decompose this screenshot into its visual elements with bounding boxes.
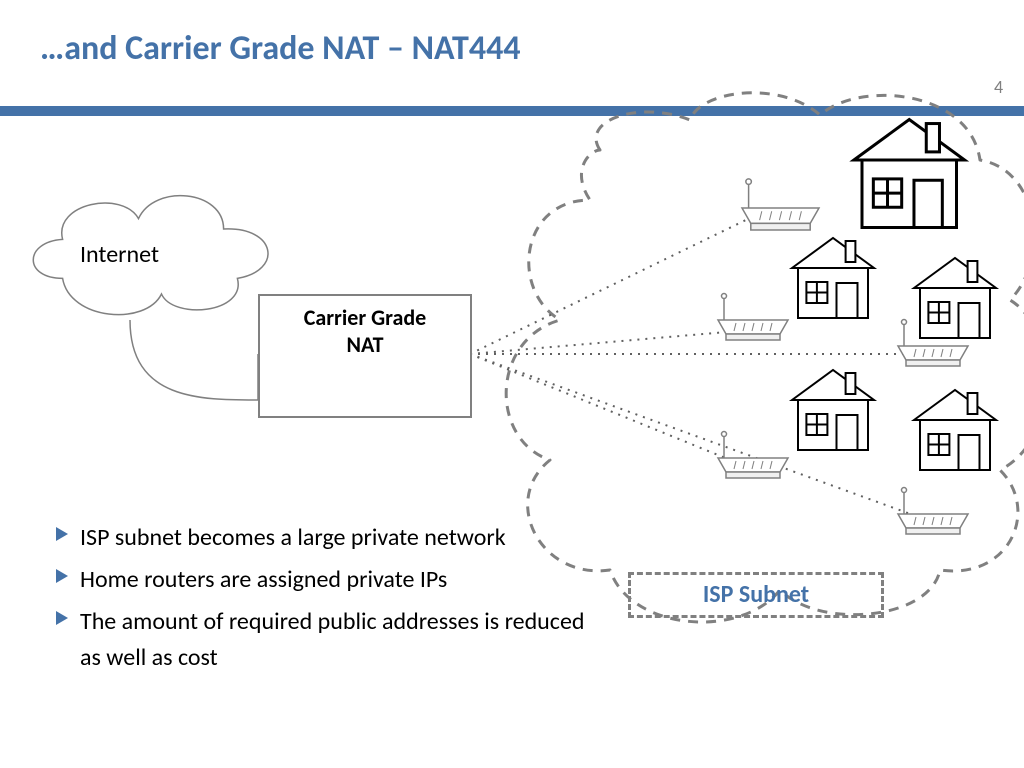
slide: …and Carrier Grade NAT – NAT444 4 Intern… — [0, 0, 1024, 768]
router-icon — [718, 432, 788, 479]
bullet-text: The amount of required public addresses … — [80, 604, 596, 676]
ray-line — [470, 354, 750, 468]
bullet-item: The amount of required public addresses … — [56, 604, 596, 676]
slide-title: …and Carrier Grade NAT – NAT444 — [40, 28, 521, 69]
ray-line — [470, 354, 938, 524]
carrier-grade-nat-label: Carrier GradeNAT — [260, 304, 470, 358]
router-icon — [898, 320, 968, 367]
page-number: 4 — [994, 76, 1003, 98]
router-icon — [718, 294, 788, 341]
connector-line — [130, 320, 258, 400]
ray-line — [470, 218, 750, 354]
bullet-text: Home routers are assigned private IPs — [80, 562, 447, 598]
router-icon — [898, 488, 968, 535]
carrier-grade-nat-box: Carrier GradeNAT — [258, 294, 472, 418]
ray-line — [470, 330, 750, 354]
bullet-arrow-icon — [56, 569, 70, 583]
bullet-arrow-icon — [56, 611, 70, 625]
bullet-item: Home routers are assigned private IPs — [56, 562, 596, 598]
isp-subnet-label-box: ISP Subnet — [628, 572, 884, 618]
bullet-arrow-icon — [56, 527, 70, 541]
house-icon — [914, 258, 996, 338]
house-icon — [914, 390, 996, 470]
house-icon — [792, 370, 874, 450]
bullet-item: ISP subnet becomes a large private netwo… — [56, 520, 596, 556]
router-icon — [742, 179, 819, 230]
divider-bar — [0, 106, 1024, 116]
house-icon — [792, 238, 874, 318]
house-icon — [854, 120, 965, 228]
internet-label: Internet — [80, 240, 159, 269]
bullet-list: ISP subnet becomes a large private netwo… — [56, 520, 596, 682]
bullet-text: ISP subnet becomes a large private netwo… — [80, 520, 506, 556]
